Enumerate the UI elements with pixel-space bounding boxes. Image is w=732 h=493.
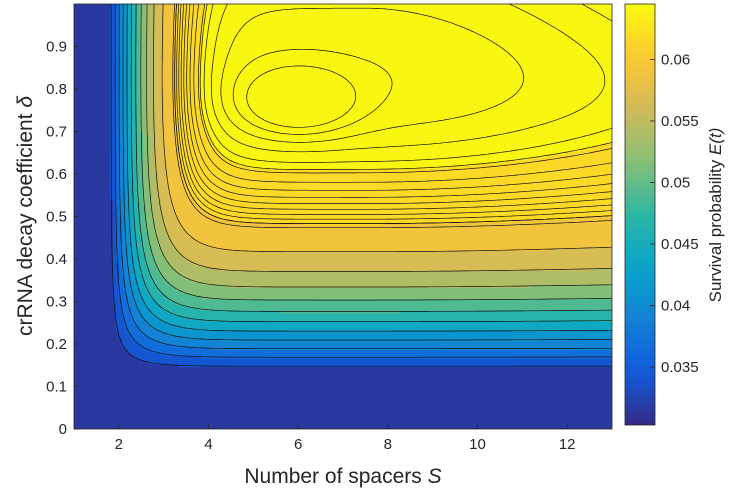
colorbar-gradient bbox=[624, 3, 656, 426]
contour-band bbox=[160, 4, 612, 252]
x-tick-label: 12 bbox=[559, 436, 576, 453]
y-tick-label: 0.7 bbox=[46, 124, 67, 141]
y-tick-label: 0.6 bbox=[46, 166, 67, 183]
colorbar-tick-label: 0.055 bbox=[661, 113, 699, 130]
contour-line bbox=[140, 4, 612, 301]
contour-line bbox=[122, 4, 612, 341]
contour-band bbox=[199, 4, 612, 169]
contour-line bbox=[135, 4, 612, 312]
y-tick-label: 0.1 bbox=[46, 379, 67, 396]
contour-line bbox=[114, 4, 612, 358]
x-tick-label: 4 bbox=[204, 436, 212, 453]
contour-line bbox=[189, 4, 612, 191]
colorbar-tick-label: 0.06 bbox=[661, 51, 690, 68]
contour-line bbox=[126, 4, 612, 332]
contour-band bbox=[175, 4, 612, 226]
x-tick-label: 8 bbox=[384, 436, 392, 453]
colorbar-tick-label: 0.045 bbox=[661, 236, 699, 253]
y-axis-label: crRNA decay coefficient δ bbox=[14, 96, 37, 336]
contour-band bbox=[154, 4, 612, 271]
colorbar-ticks: 0.035 0.04 0.045 0.05 0.055 0.06 bbox=[650, 51, 699, 376]
contour-line bbox=[146, 4, 612, 288]
y-tick-label: 0.9 bbox=[46, 39, 67, 56]
contour-line bbox=[183, 4, 612, 204]
contour-fills bbox=[74, 4, 612, 429]
contour-line bbox=[193, 4, 612, 183]
colorbar-tick-label: 0.05 bbox=[661, 174, 690, 191]
x-tick-label: 2 bbox=[115, 436, 123, 453]
contour-line bbox=[232, 48, 393, 135]
contour-band bbox=[74, 4, 612, 429]
contour-line bbox=[176, 4, 612, 220]
contour-line bbox=[130, 4, 612, 323]
contour-line bbox=[199, 4, 612, 170]
x-tick-label: 6 bbox=[294, 436, 302, 453]
contour-line bbox=[178, 4, 612, 215]
colorbar: 0.035 0.04 0.045 0.05 0.055 0.06 bbox=[624, 3, 699, 426]
plot-area bbox=[73, 3, 613, 430]
contour-line bbox=[172, 4, 612, 229]
contour-line bbox=[186, 4, 612, 198]
contour-line bbox=[220, 7, 525, 143]
y-tick-label: 0.3 bbox=[46, 294, 67, 311]
y-tick-label: 0.2 bbox=[46, 336, 67, 353]
contour-line bbox=[174, 4, 612, 224]
y-tick-label: 0 bbox=[59, 421, 67, 438]
contour-line bbox=[246, 65, 357, 128]
colorbar-label: Survival probability E(t) bbox=[706, 128, 725, 303]
x-tick-label: 10 bbox=[469, 436, 486, 453]
contour-line bbox=[161, 4, 612, 253]
contour-line bbox=[118, 4, 612, 350]
contour-lines bbox=[110, 4, 612, 367]
x-axis-label: Number of spacers S bbox=[244, 465, 441, 488]
x-axis: 2 4 6 8 10 12 bbox=[115, 424, 576, 453]
y-tick-label: 0.5 bbox=[46, 209, 67, 226]
contour-line bbox=[198, 4, 612, 174]
contour-line bbox=[153, 4, 612, 272]
y-axis: 0 0.1 0.2 0.3 0.4 0.5 0.6 0.7 0.8 0.9 bbox=[46, 39, 79, 438]
y-tick-label: 0.4 bbox=[46, 251, 67, 268]
contour-line bbox=[210, 4, 606, 153]
contour-line bbox=[110, 4, 612, 367]
colorbar-tick-label: 0.035 bbox=[661, 359, 699, 376]
y-tick-label: 0.8 bbox=[46, 81, 67, 98]
colorbar-tick-label: 0.04 bbox=[661, 298, 690, 315]
contour-line bbox=[180, 4, 612, 210]
contour-line bbox=[203, 4, 612, 163]
